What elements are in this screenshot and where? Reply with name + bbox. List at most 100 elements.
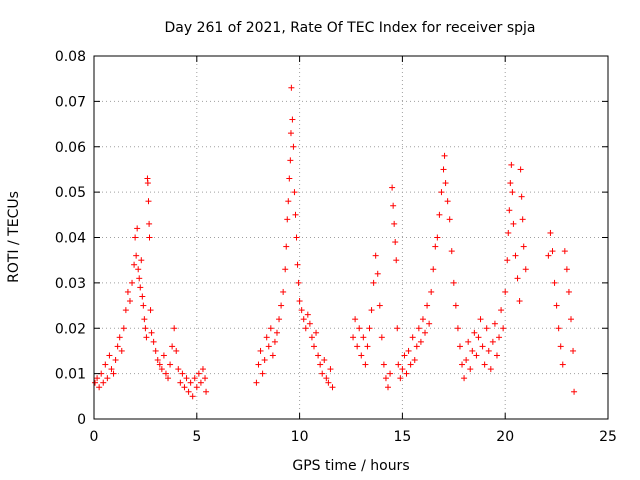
data-point (506, 207, 513, 214)
data-point (145, 198, 152, 205)
data-point (96, 384, 103, 391)
data-point (294, 261, 301, 268)
data-point (108, 366, 115, 373)
y-tick-label: 0.06 (55, 140, 86, 156)
data-point (452, 302, 459, 309)
data-point (308, 334, 315, 341)
data-point (169, 343, 176, 350)
data-point (413, 343, 420, 350)
data-point (126, 298, 133, 305)
data-point (150, 338, 157, 345)
data-point (177, 379, 184, 386)
data-point (430, 266, 437, 273)
data-point (148, 329, 155, 336)
data-point (283, 243, 290, 250)
data-point (129, 279, 136, 286)
data-point (557, 343, 564, 350)
chart-title: Day 261 of 2021, Rate Of TEC Index for r… (164, 20, 535, 36)
data-point (436, 211, 443, 218)
data-point (446, 216, 453, 223)
data-point (374, 270, 381, 277)
data-point (263, 334, 270, 341)
data-point (487, 366, 494, 373)
data-point (517, 166, 524, 173)
data-point (571, 388, 578, 395)
data-point (500, 325, 507, 332)
data-point (360, 334, 367, 341)
data-point (259, 370, 266, 377)
data-point (397, 375, 404, 382)
data-point (183, 375, 190, 382)
data-point (160, 352, 167, 359)
data-point (143, 334, 150, 341)
data-point (171, 325, 178, 332)
data-point (179, 370, 186, 377)
grid-lines (94, 56, 608, 419)
data-point (350, 334, 357, 341)
data-point (372, 252, 379, 259)
data-point (106, 352, 113, 359)
data-point (278, 302, 285, 309)
data-point (567, 316, 574, 323)
data-point (191, 375, 198, 382)
data-point (545, 252, 552, 259)
data-point (489, 338, 496, 345)
data-point (290, 143, 297, 150)
axis-ticks (93, 55, 609, 420)
x-tick-label: 10 (291, 429, 309, 445)
data-point (473, 352, 480, 359)
data-point (559, 361, 566, 368)
data-point (565, 288, 572, 295)
data-point (202, 375, 209, 382)
x-tick-labels: 0 5 10 15 20 25 (90, 429, 617, 445)
data-point (364, 343, 371, 350)
data-point (405, 347, 412, 354)
data-point (395, 361, 402, 368)
data-point (104, 375, 111, 382)
data-point (135, 266, 142, 273)
y-tick-labels: 0 0.01 0.02 0.03 0.04 0.05 0.06 0.07 0.08 (55, 49, 86, 428)
data-point (403, 370, 410, 377)
data-point (387, 370, 394, 377)
x-tick-label: 0 (90, 429, 99, 445)
y-tick-label: 0 (77, 412, 86, 428)
data-point (152, 347, 159, 354)
data-point (181, 384, 188, 391)
data-point (549, 248, 556, 255)
data-point (284, 216, 291, 223)
data-point (120, 325, 127, 332)
data-point (134, 225, 141, 232)
data-point (368, 307, 375, 314)
data-point (287, 130, 294, 137)
data-point (296, 298, 303, 305)
data-point (563, 266, 570, 273)
data-point (280, 288, 287, 295)
data-point (146, 234, 153, 241)
data-point (508, 161, 515, 168)
data-point (137, 284, 144, 291)
data-point (432, 243, 439, 250)
data-point (133, 252, 140, 259)
data-point (390, 202, 397, 209)
data-point (291, 189, 298, 196)
y-tick-label: 0.05 (55, 185, 86, 201)
data-point (481, 361, 488, 368)
data-point (465, 338, 472, 345)
data-point (193, 384, 200, 391)
data-point (471, 329, 478, 336)
data-point (265, 343, 272, 350)
data-point (136, 275, 143, 282)
data-point (352, 316, 359, 323)
data-point (391, 220, 398, 227)
data-point (454, 325, 461, 332)
data-point (516, 298, 523, 305)
data-point (385, 384, 392, 391)
data-point (392, 239, 399, 246)
data-point (187, 379, 194, 386)
data-point (295, 279, 302, 286)
data-point (141, 316, 148, 323)
data-point (561, 248, 568, 255)
data-point (551, 279, 558, 286)
data-point (434, 234, 441, 241)
data-point (287, 157, 294, 164)
